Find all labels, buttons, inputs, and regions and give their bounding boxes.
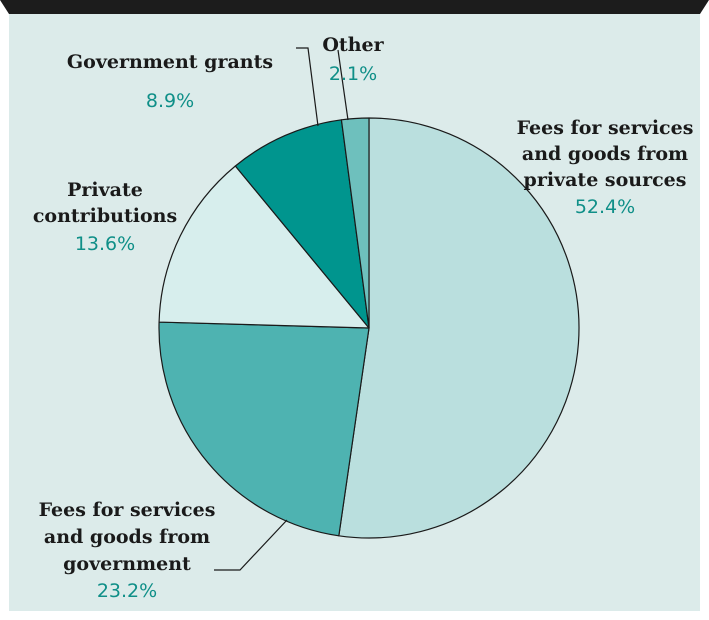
pie-slices bbox=[158, 117, 580, 539]
slice-label-private-contributions-line-2: contributions bbox=[33, 205, 177, 227]
slice-value-government-grants: 8.9% bbox=[146, 90, 194, 112]
leader-lines bbox=[214, 47, 349, 571]
slice-label-fees-government-line-1: Fees for services bbox=[39, 499, 216, 521]
pie-slice-private-contributions bbox=[158, 165, 370, 329]
pie-slice-fees-government bbox=[158, 321, 370, 537]
leader-line-government-grants bbox=[296, 47, 319, 127]
slice-label-fees-private-line-2: and goods from bbox=[522, 143, 688, 165]
slice-value-fees-government: 23.2% bbox=[97, 580, 157, 602]
slice-label-government-grants: Government grants bbox=[67, 51, 273, 73]
leader-line-other bbox=[337, 49, 349, 121]
leader-line-fees-government bbox=[214, 519, 288, 571]
slice-value-private-contributions: 13.6% bbox=[75, 233, 135, 255]
pie-slice-government-grants bbox=[234, 119, 370, 329]
slice-value-fees-private: 52.4% bbox=[575, 196, 635, 218]
slice-label-fees-private-line-3: private sources bbox=[524, 169, 687, 191]
slice-label-private-contributions-line-1: Private bbox=[67, 179, 143, 201]
slice-value-other: 2.1% bbox=[329, 63, 377, 85]
slice-label-fees-government-line-2: and goods from bbox=[44, 526, 210, 548]
pie-slice-fees-private bbox=[338, 117, 580, 539]
pie-slice-other bbox=[340, 117, 370, 329]
slice-label-other: Other bbox=[322, 34, 384, 56]
slice-label-fees-government-line-3: government bbox=[63, 553, 191, 575]
slice-label-fees-private-line-1: Fees for services bbox=[517, 117, 694, 139]
